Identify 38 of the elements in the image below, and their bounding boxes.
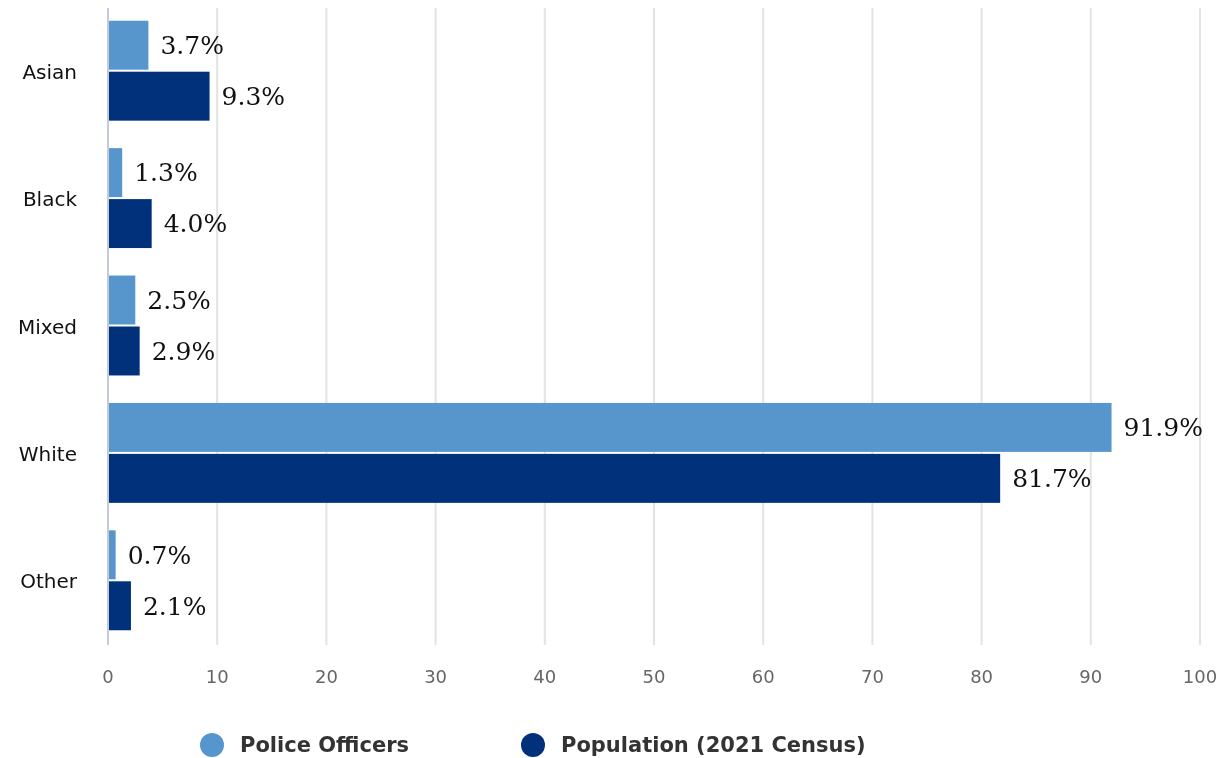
bar <box>108 199 152 249</box>
bar <box>108 326 140 376</box>
y-tick-label: Other <box>20 569 78 594</box>
x-tick-label: 20 <box>314 666 338 687</box>
data-label: 2.5% <box>147 285 211 315</box>
x-tick-label: 90 <box>1079 666 1103 687</box>
bar <box>108 275 136 325</box>
x-tick-label: 0 <box>102 666 114 687</box>
x-tick-label: 70 <box>860 666 884 687</box>
data-label: 9.3% <box>221 81 286 111</box>
data-label: 1.3% <box>134 158 198 188</box>
data-label: 0.7% <box>127 540 192 570</box>
data-label: 4.0% <box>163 209 228 239</box>
bar <box>108 530 116 580</box>
bar <box>108 581 131 631</box>
data-label: 91.9% <box>1123 413 1203 443</box>
bar <box>108 402 1112 452</box>
y-tick-label: White <box>18 441 77 466</box>
bar <box>108 20 149 70</box>
bar <box>108 148 123 198</box>
y-tick-label: Mixed <box>17 314 77 339</box>
legend-label: Police Officers <box>240 733 410 758</box>
y-tick-label: Asian <box>22 59 77 84</box>
legend-label: Population (2021 Census) <box>561 733 866 758</box>
data-label: 3.7% <box>160 30 224 60</box>
data-label: 2.1% <box>142 591 207 621</box>
data-label: 81.7% <box>1012 464 1092 494</box>
x-tick-label: 80 <box>970 666 994 687</box>
x-tick-label: 30 <box>424 666 448 687</box>
x-tick-label: 60 <box>751 666 775 687</box>
bar <box>108 71 210 121</box>
x-tick-label: 10 <box>205 666 229 687</box>
bar <box>108 453 1001 503</box>
x-tick-label: 50 <box>642 666 666 687</box>
x-tick-label: 40 <box>533 666 557 687</box>
y-tick-label: Black <box>22 187 78 212</box>
data-label: 2.9% <box>151 336 216 366</box>
x-tick-label: 100 <box>1182 666 1218 687</box>
